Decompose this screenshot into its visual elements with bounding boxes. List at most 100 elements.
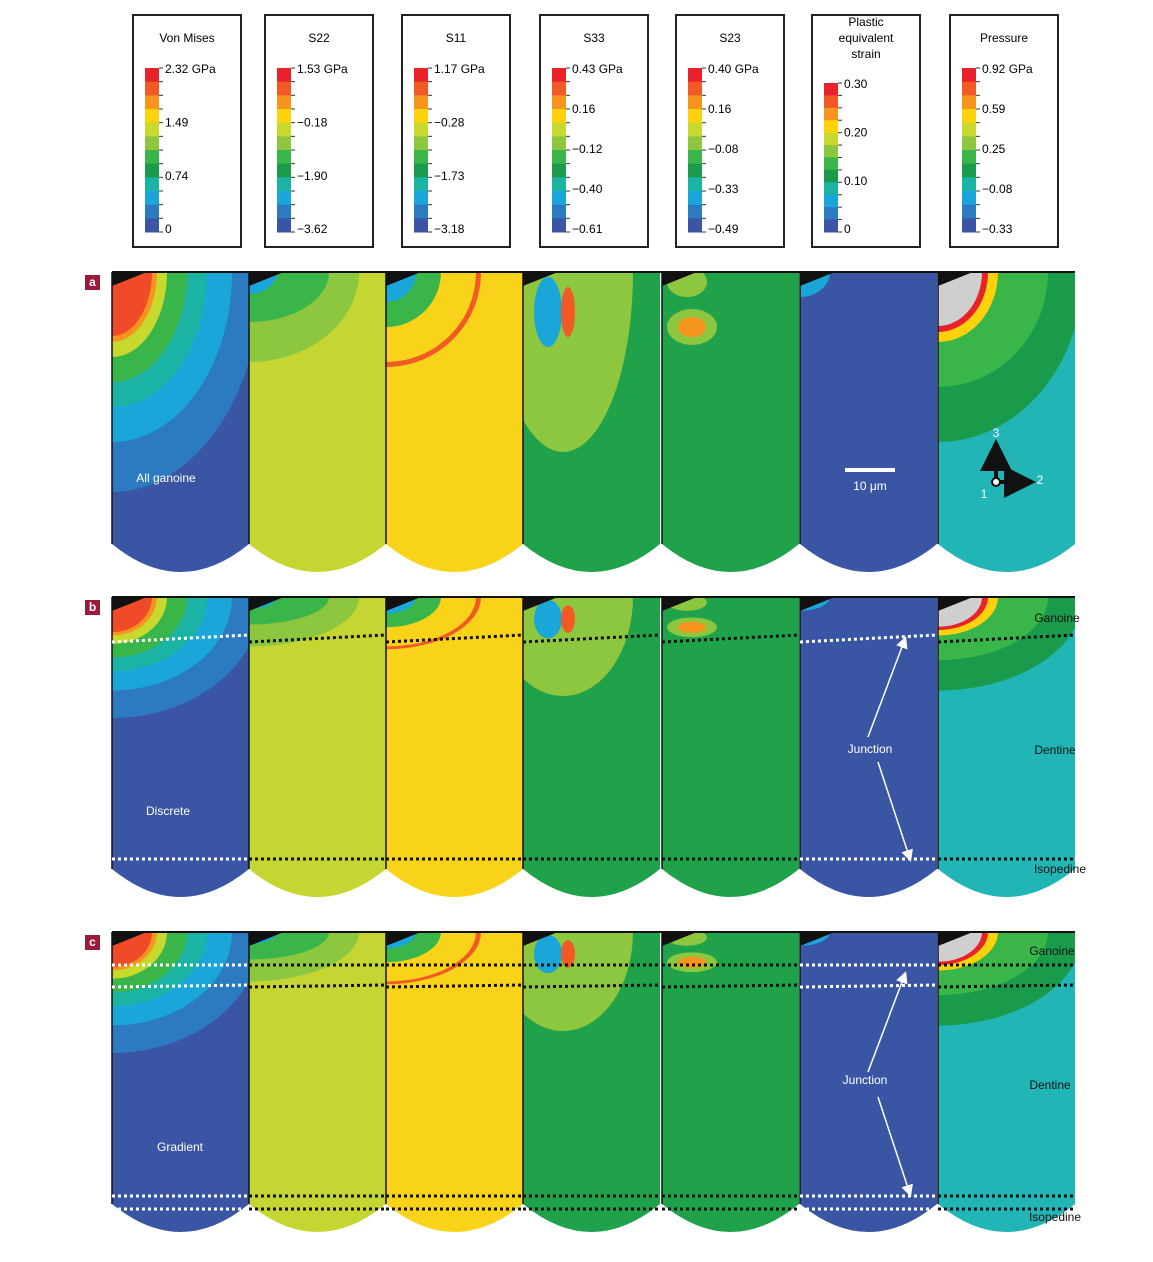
color-band <box>962 136 976 150</box>
legend: S111.17 GPa−0.28−1.73−3.18 <box>402 15 510 247</box>
annotation: 10 μm <box>853 479 887 493</box>
color-band <box>277 109 291 123</box>
legend: Plasticequivalentstrain0.300.200.100 <box>812 15 920 247</box>
color-band <box>277 123 291 137</box>
legend-label: 1.49 <box>165 116 189 130</box>
color-band <box>414 164 428 178</box>
contour <box>561 287 575 337</box>
legend-label: 0.16 <box>572 102 596 116</box>
color-band <box>962 109 976 123</box>
legend-label: −0.12 <box>572 142 603 156</box>
annotation: All ganoine <box>136 471 196 485</box>
annotation: Junction <box>843 1073 888 1087</box>
panel-fill <box>800 272 937 572</box>
color-band <box>688 164 702 178</box>
color-band <box>824 120 838 133</box>
legend-title: Pressure <box>980 31 1028 45</box>
legend-label: 0.92 GPa <box>982 62 1033 76</box>
figure: Von Mises2.32 GPa1.490.740S221.53 GPa−0.… <box>0 0 1153 1257</box>
legend-title: equivalent <box>839 31 894 45</box>
legend-label: 1.53 GPa <box>297 62 348 76</box>
color-band <box>824 95 838 108</box>
color-band <box>414 109 428 123</box>
color-band <box>552 191 566 205</box>
color-band <box>688 109 702 123</box>
legend-label: −0.33 <box>708 182 739 196</box>
legend-label: 0.20 <box>844 126 868 140</box>
color-band <box>145 136 159 150</box>
color-band <box>824 182 838 195</box>
legend-label: −0.28 <box>434 116 465 130</box>
legend-label: −0.18 <box>297 116 328 130</box>
color-band <box>962 82 976 96</box>
color-band <box>962 218 976 232</box>
color-band <box>414 205 428 219</box>
annotation: Ganoine <box>1034 611 1080 625</box>
page: {"legends": [ {"title": ["Von Mises"], "… <box>0 0 1153 1257</box>
color-band <box>145 177 159 191</box>
color-band <box>145 164 159 178</box>
contour <box>561 605 575 633</box>
annotation: Isopedine <box>1034 862 1086 876</box>
annotation: Dentine <box>1029 1078 1071 1092</box>
color-band <box>277 205 291 219</box>
contour-panel <box>662 929 799 1232</box>
color-band <box>688 177 702 191</box>
contour <box>534 600 562 639</box>
annotation: Discrete <box>146 804 190 818</box>
color-band <box>824 207 838 220</box>
legend-label: 0.43 GPa <box>572 62 623 76</box>
color-band <box>414 95 428 109</box>
contour <box>678 622 706 633</box>
contour-panel <box>662 267 799 572</box>
legend-label: 0.59 <box>982 102 1006 116</box>
contour <box>534 277 562 347</box>
legend-label: −3.18 <box>434 222 465 236</box>
contour <box>534 935 562 974</box>
color-band <box>414 123 428 137</box>
row-label: a <box>89 275 96 289</box>
junction-line <box>112 985 249 987</box>
color-band <box>962 150 976 164</box>
legend-label: 2.32 GPa <box>165 62 216 76</box>
color-band <box>688 218 702 232</box>
color-band <box>962 164 976 178</box>
legend-title: S11 <box>446 31 467 45</box>
color-band <box>688 205 702 219</box>
color-band <box>688 191 702 205</box>
junction-line <box>800 985 937 987</box>
color-band <box>414 68 428 82</box>
color-band <box>552 109 566 123</box>
legend-label: −0.61 <box>572 222 603 236</box>
color-band <box>962 191 976 205</box>
color-band <box>824 108 838 121</box>
legend-label: 0.30 <box>844 77 868 91</box>
color-band <box>688 150 702 164</box>
color-band <box>962 68 976 82</box>
legend-title: Plastic <box>848 15 883 29</box>
legend: S230.40 GPa0.16−0.08−0.33−0.49 <box>676 15 784 247</box>
junction-line <box>249 985 386 987</box>
color-band <box>145 218 159 232</box>
legend-label: −1.73 <box>434 169 465 183</box>
legend-label: −0.40 <box>572 182 603 196</box>
color-band <box>824 220 838 233</box>
color-band <box>277 82 291 96</box>
color-band <box>688 136 702 150</box>
row-label: b <box>89 600 96 614</box>
color-band <box>962 95 976 109</box>
legend-label: 0.25 <box>982 142 1006 156</box>
color-band <box>552 218 566 232</box>
color-band <box>414 218 428 232</box>
color-band <box>552 68 566 82</box>
color-band <box>414 191 428 205</box>
annotation: Ganoine <box>1029 944 1075 958</box>
color-band <box>552 205 566 219</box>
legend-label: −0.08 <box>708 142 739 156</box>
legend-title: S33 <box>583 31 605 45</box>
annotation: Dentine <box>1034 743 1076 757</box>
legend-title: strain <box>851 47 880 61</box>
legend-label: −0.08 <box>982 182 1013 196</box>
